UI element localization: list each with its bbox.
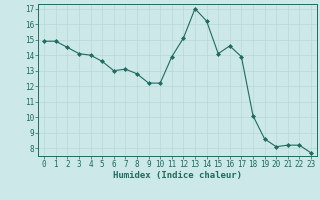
X-axis label: Humidex (Indice chaleur): Humidex (Indice chaleur) [113, 171, 242, 180]
